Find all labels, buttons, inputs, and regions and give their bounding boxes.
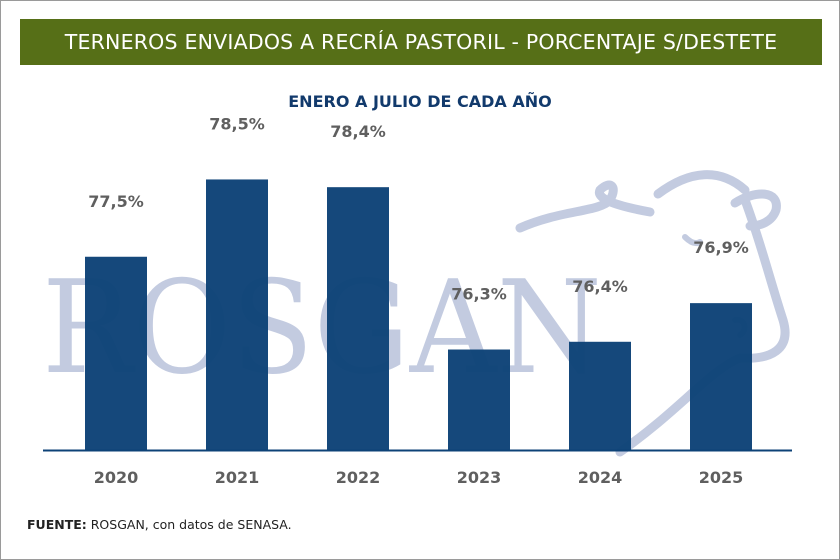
- category-label-2023: 2023: [457, 468, 502, 487]
- chart-title: TERNEROS ENVIADOS A RECRÍA PASTORIL - PO…: [64, 30, 778, 54]
- bar-2023: [448, 349, 510, 450]
- bars-group: [85, 179, 752, 450]
- source-label: FUENTE:: [27, 517, 87, 532]
- value-label-2023: 76,3%: [451, 285, 507, 304]
- category-labels-group: 2020 2021 2022 2023 2024 2025: [94, 468, 744, 487]
- title-bar: TERNEROS ENVIADOS A RECRÍA PASTORIL - PO…: [20, 19, 822, 65]
- value-label-2021: 78,5%: [209, 114, 265, 133]
- bar-2022: [327, 187, 389, 450]
- chart-subtitle: ENERO A JULIO DE CADA AÑO: [288, 92, 552, 111]
- bar-2024: [569, 341, 631, 450]
- value-labels-group: 77,5% 78,5% 78,4% 76,3% 76,4% 76,9%: [88, 114, 749, 303]
- bar-2020: [85, 256, 147, 450]
- source-text: ROSGAN, con datos de SENASA.: [90, 517, 292, 532]
- category-label-2022: 2022: [336, 468, 381, 487]
- category-label-2025: 2025: [699, 468, 744, 487]
- category-label-2021: 2021: [215, 468, 260, 487]
- category-label-2020: 2020: [94, 468, 139, 487]
- value-label-2024: 76,4%: [572, 277, 628, 296]
- watermark: ROSGAN: [42, 170, 790, 457]
- value-label-2022: 78,4%: [330, 122, 386, 141]
- value-label-2025: 76,9%: [693, 238, 749, 257]
- bar-2025: [690, 303, 752, 450]
- category-label-2024: 2024: [578, 468, 623, 487]
- bar-2021: [206, 179, 268, 450]
- bull-head-icon: [515, 170, 790, 457]
- value-label-2020: 77,5%: [88, 192, 144, 211]
- source-note: FUENTE: ROSGAN, con datos de SENASA.: [27, 517, 292, 532]
